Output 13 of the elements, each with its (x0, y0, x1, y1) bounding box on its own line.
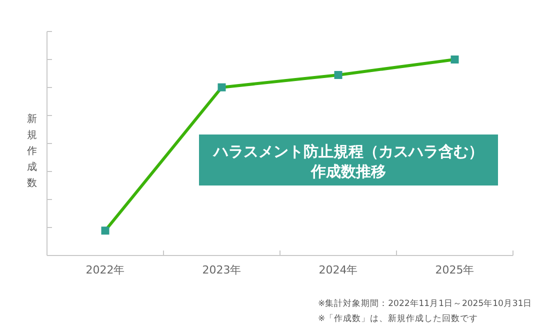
point (101, 226, 110, 235)
text: ハラスメント防止規程（カスハラ含む） (212, 142, 484, 160)
y-axis-title: 新規作成数 (26, 113, 37, 189)
x-tick-label: 2024年 (318, 264, 358, 276)
text: 作成数推移 (310, 162, 386, 180)
x-tick-label: 2022年 (86, 264, 125, 276)
point (450, 56, 459, 64)
point (334, 70, 342, 79)
text: ※集計対象期間：2022年11月1日～2025年10月31日 (318, 298, 532, 309)
x-tick-label: 2025年 (435, 264, 474, 276)
x-tick-label: 2023年 (202, 264, 242, 276)
point (218, 83, 226, 92)
text: ※「作成数」は、新規作成した回数です (318, 313, 478, 324)
